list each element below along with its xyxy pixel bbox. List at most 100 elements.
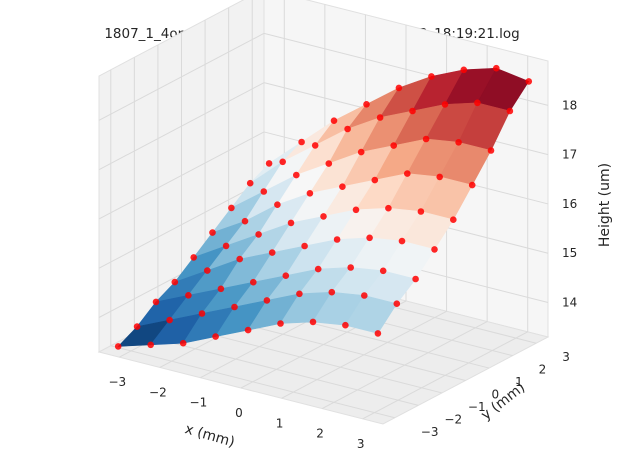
data-point [398, 237, 406, 245]
x-tick-label: −1 [190, 396, 208, 410]
data-point [228, 204, 235, 212]
data-point [342, 321, 349, 329]
x-tick-label: 1 [276, 416, 284, 430]
z-axis-label: Height (um) [597, 163, 613, 247]
data-point [114, 343, 122, 350]
data-point [293, 171, 300, 179]
data-point [222, 242, 230, 250]
data-point [311, 142, 319, 149]
data-point [385, 204, 392, 212]
data-point [260, 188, 268, 195]
data-point [241, 217, 249, 225]
y-tick-label: 1 [515, 375, 523, 389]
x-tick-label: −3 [108, 375, 126, 389]
data-point [246, 179, 254, 187]
data-point [179, 339, 187, 347]
x-tick-label: −2 [149, 385, 167, 399]
data-points [114, 64, 533, 350]
y-tick-label: −2 [444, 412, 462, 426]
x-tick-label: 2 [316, 427, 324, 441]
grid-line-y [110, 345, 395, 419]
data-point [455, 139, 462, 146]
y-tick-label: −1 [468, 400, 486, 414]
data-point [263, 297, 271, 304]
data-point [428, 73, 435, 80]
z-tick-label: 14 [562, 296, 577, 310]
data-point [333, 236, 341, 243]
data-point [330, 117, 338, 124]
data-point [325, 160, 333, 167]
data-point [244, 326, 252, 334]
data-point [306, 190, 314, 197]
data-point [255, 231, 262, 238]
grid-line-z [98, 32, 265, 121]
data-point [282, 272, 290, 280]
data-point [301, 242, 308, 250]
data-point [431, 246, 438, 253]
data-point [133, 323, 141, 330]
data-point [274, 201, 281, 208]
grid-line-z [98, 180, 265, 269]
surface-mesh [117, 67, 530, 347]
y-tick-label: 3 [562, 350, 570, 364]
y-tick-label: 2 [539, 363, 547, 377]
data-point [190, 254, 197, 261]
data-point [212, 333, 219, 340]
grid-line-z [98, 82, 265, 171]
data-point [328, 288, 336, 296]
data-point [217, 285, 225, 293]
data-point [450, 216, 457, 223]
data-point [525, 78, 533, 85]
y-tick-label: −3 [421, 425, 439, 439]
data-point [371, 176, 379, 184]
data-point [361, 292, 368, 299]
data-point [404, 170, 411, 177]
axis-ticks: −3 −2 −1 0 1 2 3 −3 −2 −1 0 1 2 3 14 15 16 17 18 [108, 98, 577, 451]
data-point [287, 219, 295, 227]
data-point [147, 341, 154, 349]
data-point [395, 84, 403, 92]
data-point [250, 278, 257, 286]
data-point [417, 208, 425, 215]
data-point [366, 234, 373, 242]
z-tick-label: 15 [562, 246, 577, 260]
data-point [204, 267, 211, 274]
data-point [152, 298, 160, 306]
x-tick-label: 3 [357, 437, 365, 451]
data-point [460, 66, 468, 74]
data-point [347, 264, 355, 271]
data-point [441, 101, 449, 108]
data-point [198, 310, 206, 317]
data-point [185, 292, 192, 299]
data-point [409, 107, 416, 115]
data-point [379, 267, 387, 275]
data-point [344, 125, 351, 133]
data-point [436, 173, 444, 181]
x-tick-label: 0 [235, 406, 243, 420]
data-point [506, 107, 514, 115]
data-point [357, 148, 365, 156]
data-point [474, 99, 481, 107]
data-point [468, 181, 476, 189]
y-axis-label: y (mm) [478, 380, 528, 424]
data-point [374, 330, 382, 337]
data-point [352, 206, 360, 214]
data-point [298, 138, 305, 146]
z-tick-label: 16 [562, 197, 577, 211]
data-point [268, 249, 276, 256]
z-tick-label: 17 [562, 148, 577, 162]
y-tick-label: 0 [492, 388, 500, 402]
data-point [265, 160, 273, 167]
data-point [493, 64, 500, 72]
z-tick-label: 18 [562, 98, 577, 112]
data-point [376, 114, 384, 121]
data-point [314, 265, 322, 273]
data-point [390, 142, 398, 149]
data-point [231, 303, 238, 311]
grid-line-z [98, 131, 265, 220]
data-point [487, 147, 495, 154]
data-point [320, 213, 327, 220]
data-point [166, 316, 173, 324]
data-point [277, 320, 284, 327]
